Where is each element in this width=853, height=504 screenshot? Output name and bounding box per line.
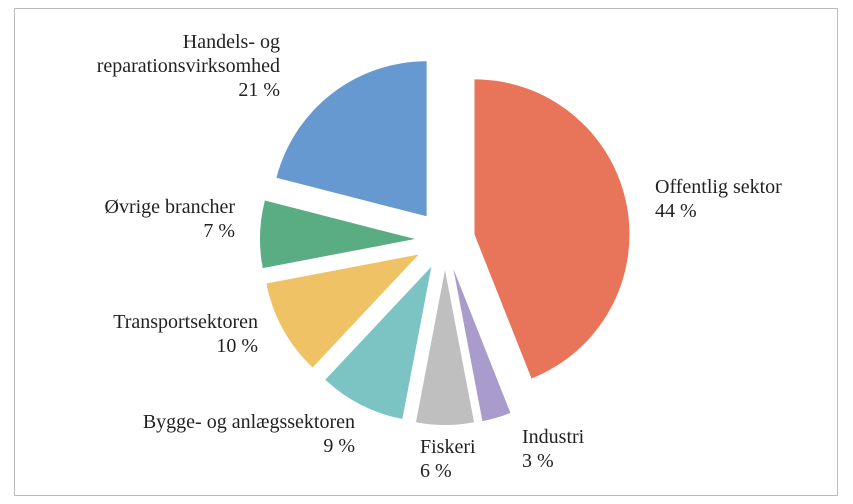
pie-slice: [453, 268, 511, 422]
value-label: 3 %: [522, 450, 554, 472]
slice-label: Transportsektoren 10 %: [113, 310, 258, 358]
pie-slice: [474, 79, 630, 379]
category-label: Offentlig sektor: [655, 176, 782, 198]
category-label: Fiskeri: [420, 436, 476, 458]
category-label: Bygge- og anlægssektoren: [142, 411, 355, 433]
value-label: 9 %: [323, 435, 355, 457]
pie-slice: [325, 266, 432, 419]
slice-label: Øvrige brancher 7 %: [105, 195, 236, 243]
value-label: 7 %: [203, 220, 235, 242]
pie-slice: [260, 200, 416, 269]
value-label: 21 %: [238, 79, 280, 101]
value-label: 6 %: [420, 460, 452, 482]
category-label: Øvrige brancher: [104, 196, 236, 218]
slice-label: Fiskeri 6 %: [420, 435, 476, 483]
category-label: Industri: [522, 426, 585, 448]
slice-label: Industri 3 %: [522, 425, 584, 473]
value-label: 44 %: [655, 200, 697, 222]
slice-label: Offentlig sektor 44 %: [655, 175, 782, 223]
pie-slice: [266, 254, 419, 368]
frame: [14, 8, 838, 496]
category-label: Transportsektoren: [113, 311, 258, 333]
pie-slice: [276, 61, 427, 217]
slice-label: Handels- og reparationsvirksomhed 21 %: [50, 30, 280, 102]
slice-label: Bygge- og anlægssektoren 9 %: [143, 410, 355, 458]
pie-slice: [415, 270, 475, 425]
category-label: Handels- og reparationsvirksomhed: [96, 31, 280, 77]
value-label: 10 %: [216, 335, 258, 357]
